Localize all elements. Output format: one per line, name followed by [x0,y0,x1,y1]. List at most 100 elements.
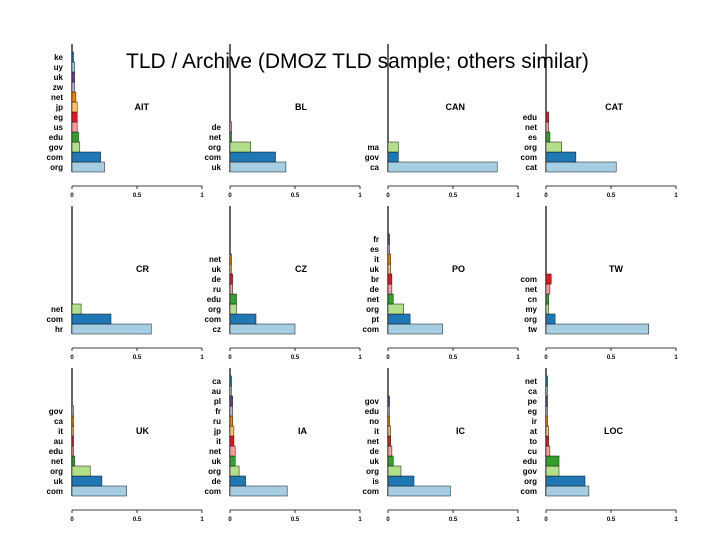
category-label-tw-com: com [521,275,537,284]
bar-bl-uk [229,161,287,173]
category-label-uk-gov: gov [49,407,64,416]
category-label-cr-hr: hr [55,325,63,334]
bar-bl-net [229,131,232,143]
bar-ait-uk [71,71,75,83]
category-label-ia-net: net [209,447,221,456]
category-label-cz-net: net [209,255,221,264]
x-tick-label-cat-2: 1 [674,193,678,199]
category-label-cr-com: com [47,315,63,324]
category-label-ia-fr: fr [215,407,221,416]
category-label-po-com: com [363,325,379,334]
bar-ic-gov [387,395,390,407]
bar-loc-com [545,485,590,497]
bar-bl-org [229,141,252,153]
category-label-loc-edu: edu [523,457,537,466]
bar-cat-net [545,121,549,133]
bar-cz-com [229,313,257,325]
category-label-ia-it: it [216,437,221,446]
bar-uk-it [71,425,74,437]
category-label-ic-org: org [366,467,379,476]
bar-uk-org [71,465,91,477]
category-label-ia-com: com [205,487,221,496]
category-label-ait-uy: uy [54,63,64,72]
category-label-cat-org: org [524,143,537,152]
bar-ia-uk [229,455,236,467]
bar-po-br [387,273,393,285]
bar-tw-org [545,313,556,325]
bar-cat-cat [545,161,617,173]
category-label-ait-edu: edu [49,133,63,142]
bar-ic-edu [387,405,390,417]
bar-ia-ca [229,375,232,387]
category-label-tw-tw: tw [528,325,538,334]
category-label-loc-ca: ca [528,387,537,396]
bar-loc-org [545,475,586,487]
x-tick-label-cr-2: 1 [200,355,204,361]
bar-ic-is [387,475,415,487]
bar-tw-tw [545,323,649,335]
x-tick-label-uk-0: 0 [70,517,74,523]
category-label-tw-cn: cn [528,295,537,304]
bar-cz-uk [229,263,232,275]
bar-cr-net [71,303,82,315]
category-label-ia-uk: uk [212,457,222,466]
bar-uk-uk [71,475,103,487]
bar-ia-org [229,465,240,477]
bar-ait-us [71,121,78,133]
panel-title-cat: CAT [605,102,623,112]
x-tick-label-can-0: 0 [386,193,390,199]
bar-cz-ru [229,283,233,295]
category-label-ic-de: de [370,447,380,456]
x-tick-label-cat-0: 0 [544,193,548,199]
bar-ait-net [71,91,77,103]
category-label-cz-uk: uk [212,265,222,274]
bar-can-gov [387,151,399,163]
bar-can-ca [387,161,498,173]
bar-cat-com [545,151,577,163]
category-label-uk-au: au [54,437,63,446]
bar-loc-ca [545,385,548,397]
panel-title-bl: BL [295,102,307,112]
category-label-bl-uk: uk [212,163,222,172]
bar-ia-de [229,475,246,487]
category-label-po-org: org [366,305,379,314]
panel-title-po: PO [452,264,465,274]
x-tick-label-ic-1: 0.5 [449,517,458,523]
category-label-loc-eg: eg [528,407,537,416]
bar-ia-jp [229,425,235,437]
category-label-bl-org: org [208,143,221,152]
bar-ic-it [387,425,391,437]
category-label-cat-es: es [528,133,537,142]
category-label-ait-eg: eg [54,113,63,122]
x-tick-label-loc-1: 0.5 [607,517,616,523]
category-label-cz-com: com [205,315,221,324]
category-label-bl-de: de [212,123,222,132]
category-label-po-it: it [374,255,379,264]
bar-cz-edu [229,293,237,305]
bar-cr-com [71,313,112,325]
category-label-po-pt: pt [371,315,379,324]
bar-cz-de [229,273,233,285]
category-label-cat-cat: cat [525,163,537,172]
bar-cz-net [229,253,232,265]
category-label-ait-org: org [50,163,63,172]
bar-ait-org [71,161,105,173]
x-tick-label-ia-2: 1 [358,517,362,523]
bar-bl-com [229,151,276,163]
bar-ic-de [387,445,393,457]
category-label-ic-is: is [372,477,379,486]
panel-title-can: CAN [446,102,466,112]
bar-uk-net [71,455,75,467]
x-tick-label-ia-0: 0 [228,517,232,523]
category-label-ic-uk: uk [370,457,380,466]
bar-tw-cn [545,293,549,305]
category-label-loc-pe: pe [528,397,538,406]
x-tick-label-po-1: 0.5 [449,355,458,361]
category-label-tw-net: net [525,285,537,294]
category-label-ic-it: it [374,427,379,436]
bar-ait-com [71,151,101,163]
